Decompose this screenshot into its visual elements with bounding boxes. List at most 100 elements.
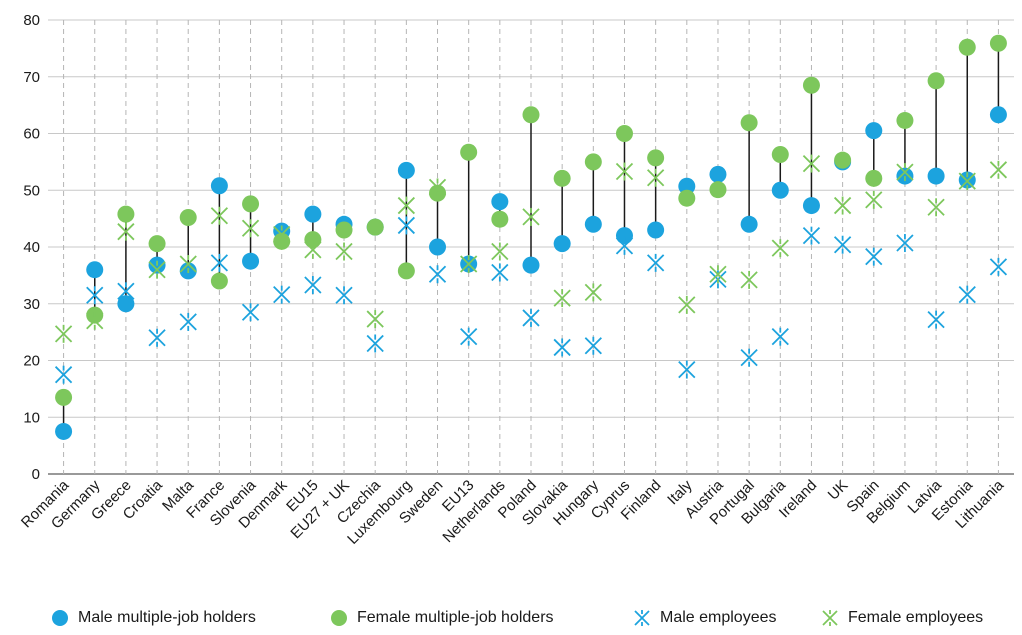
x-axis-labels: RomaniaGermanyGreeceCroatiaMaltaFranceSl… xyxy=(18,476,1008,547)
male-employee-point xyxy=(615,236,634,255)
male-employee-point xyxy=(304,276,322,295)
male-employee-point xyxy=(491,263,509,282)
blue-circle-icon xyxy=(52,610,68,626)
male-employee-point xyxy=(273,285,291,304)
female-mjh-point xyxy=(179,208,197,226)
female-employee-point-stroke xyxy=(802,154,821,173)
male-mjh-point xyxy=(86,261,104,279)
female-mjh-point xyxy=(242,195,260,213)
male-employee-point-stroke xyxy=(273,286,291,304)
female-employee-point-stroke xyxy=(927,198,945,216)
female-mjh-point xyxy=(553,169,571,187)
female-employee-point-stroke xyxy=(740,271,758,289)
female-employee-point-stroke xyxy=(678,296,696,314)
y-tick-label: 50 xyxy=(23,182,40,199)
female-employee-point-stroke xyxy=(491,242,509,261)
female-mjh-point xyxy=(491,210,509,228)
female-employee-point xyxy=(54,324,73,343)
legend-label: Male multiple-job holders xyxy=(78,609,256,626)
female-mjh-point xyxy=(397,262,415,280)
male-employee-point xyxy=(241,303,260,322)
male-employee-point-stroke xyxy=(460,328,478,346)
y-tick-label: 80 xyxy=(23,12,40,29)
male-employee-point xyxy=(989,257,1008,276)
male-employee-point-stroke xyxy=(647,254,665,272)
male-mjh-point xyxy=(709,165,727,183)
legend-item-female-multiple-job-holders: Female multiple-job holders xyxy=(329,608,554,628)
female-mjh-point xyxy=(304,231,322,249)
male-employee-point-stroke xyxy=(989,258,1008,276)
male-employee-point xyxy=(771,327,789,346)
male-employee-point-stroke xyxy=(491,263,509,282)
female-employee-point xyxy=(428,178,447,197)
female-employee-point xyxy=(771,239,789,258)
male-employee-point xyxy=(833,235,852,254)
legend-item-male-employees: Male employees xyxy=(632,608,777,628)
male-mjh-point xyxy=(242,252,260,270)
male-employee-point-stroke xyxy=(210,254,229,272)
male-employee-point-stroke xyxy=(802,227,821,245)
male-employee-point-stroke xyxy=(740,349,758,367)
legend-item-female-employees: Female employees xyxy=(820,608,983,628)
male-employee-point-stroke xyxy=(241,303,260,321)
female-employee-point xyxy=(460,255,478,274)
female-employee-point xyxy=(740,270,758,289)
male-mjh-point xyxy=(117,295,135,313)
female-employee-point xyxy=(647,168,665,187)
male-mjh-point xyxy=(210,177,228,195)
female-employee-point-stroke xyxy=(397,196,415,215)
male-employee-point xyxy=(148,328,166,347)
female-employee-point xyxy=(989,160,1008,179)
female-employee-point-stroke xyxy=(179,255,197,273)
male-mjh-point xyxy=(397,161,415,179)
male-employee-point xyxy=(927,310,945,329)
male-employee-point-stroke xyxy=(335,286,353,304)
male-employee-point xyxy=(86,286,104,305)
male-employee-point xyxy=(958,285,976,304)
male-mjh-point xyxy=(429,238,447,256)
female-mjh-point xyxy=(740,114,758,132)
female-mjh-point xyxy=(678,189,696,207)
male-mjh-point xyxy=(553,235,571,253)
male-employee-point xyxy=(802,226,821,245)
female-employee-point xyxy=(148,260,166,279)
male-employee-point-stroke xyxy=(54,366,73,384)
female-employee-point-stroke xyxy=(86,312,104,330)
female-mjh-point xyxy=(709,181,727,199)
female-employee-point xyxy=(210,206,229,225)
female-employee-point xyxy=(709,265,727,284)
y-tick-label: 10 xyxy=(23,409,40,426)
male-employee-point-stroke xyxy=(148,329,166,347)
female-employee-point-stroke xyxy=(553,289,571,307)
male-employee-point xyxy=(179,312,197,331)
male-employee-point-stroke xyxy=(678,360,696,379)
male-mjh-point xyxy=(740,215,758,233)
y-tick-label: 30 xyxy=(23,296,40,313)
female-employee-point-stroke xyxy=(709,265,727,283)
female-employee-point-stroke xyxy=(771,239,789,257)
y-tick-label: 0 xyxy=(32,466,40,483)
male-mjh-point xyxy=(771,181,789,199)
male-employee-point xyxy=(428,265,447,284)
female-mjh-point xyxy=(958,38,976,56)
male-employee-point xyxy=(54,365,73,384)
female-mjh-point xyxy=(335,221,353,239)
female-mjh-point xyxy=(802,76,820,94)
male-employee-point xyxy=(553,338,571,357)
male-employee-point-stroke xyxy=(771,328,789,346)
male-mjh-point xyxy=(802,197,820,215)
male-mjh-point xyxy=(491,193,509,211)
y-axis-ticks: 0 10 20 30 40 50 60 70 80 xyxy=(23,12,40,483)
legend: Male multiple-job holders Female multipl… xyxy=(0,608,1022,635)
male-employee-point xyxy=(366,334,384,353)
male-mjh-point xyxy=(865,122,883,140)
male-mjh-point xyxy=(896,167,914,185)
female-employee-point-stroke xyxy=(148,261,166,279)
female-employee-point xyxy=(86,311,104,330)
female-employee-point-stroke xyxy=(117,223,135,241)
legend-label: Female employees xyxy=(848,609,984,626)
female-mjh-point xyxy=(522,106,540,124)
male-mjh-point xyxy=(522,256,540,274)
female-employee-point-stroke xyxy=(335,242,353,261)
male-employee-point-stroke xyxy=(553,338,571,357)
